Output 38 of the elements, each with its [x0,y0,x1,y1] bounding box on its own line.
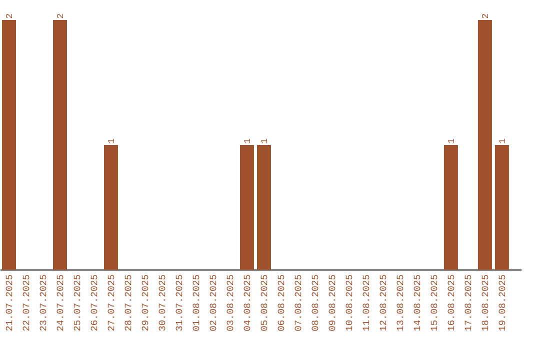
x-tick-label: 05.08.2025 [260,274,268,331]
x-tick-label: 31.07.2025 [176,274,182,331]
x-tick-label: 29.07.2025 [142,274,148,331]
data-label: 1 [108,138,114,144]
x-tick-label: 23.07.2025 [40,274,46,331]
x-tick-label: 03.08.2025 [226,274,234,331]
data-label: 1 [244,138,250,144]
x-tick-label: 13.08.2025 [396,274,404,331]
x-tick-label: 06.08.2025 [278,274,284,331]
x-tick-label: 21.07.2025 [6,274,12,331]
x-tick-label: 15.08.2025 [430,274,438,331]
x-tick-label: 19.08.2025 [498,274,506,331]
x-tick-label: 01.08.2025 [192,274,200,331]
x-tick-label: 24.07.2025 [56,274,64,331]
x-tick-label: 04.08.2025 [244,274,250,331]
x-tick-label: 22.07.2025 [22,274,30,331]
x-tick-label: 11.08.2025 [362,274,370,331]
x-tick-label: 16.08.2025 [448,274,454,331]
x-tick-label: 26.07.2025 [90,274,98,331]
x-tick-label: 07.08.2025 [294,274,302,331]
data-label: 2 [6,14,12,18]
x-tick-label: 12.08.2025 [380,274,386,331]
data-label: 1 [498,138,505,144]
x-tick-label: 28.07.2025 [124,274,132,331]
x-tick-label: 09.08.2025 [328,274,336,331]
x-tick-label: 30.07.2025 [158,274,166,331]
x-tick-label: 08.08.2025 [312,274,318,331]
x-tick-label: 25.07.2025 [74,274,80,331]
data-label: 2 [56,14,64,18]
x-tick-label: 27.07.2025 [108,274,114,331]
data-label: 1 [448,138,454,144]
x-tick-label: 02.08.2025 [210,274,216,331]
x-tick-label: 18.08.2025 [482,274,488,331]
x-tick-label: 10.08.2025 [346,274,352,331]
x-tick-label: 14.08.2025 [414,274,420,331]
x-tick-label: 17.08.2025 [464,274,472,331]
data-label: 2 [482,14,488,18]
data-label: 1 [261,138,267,144]
